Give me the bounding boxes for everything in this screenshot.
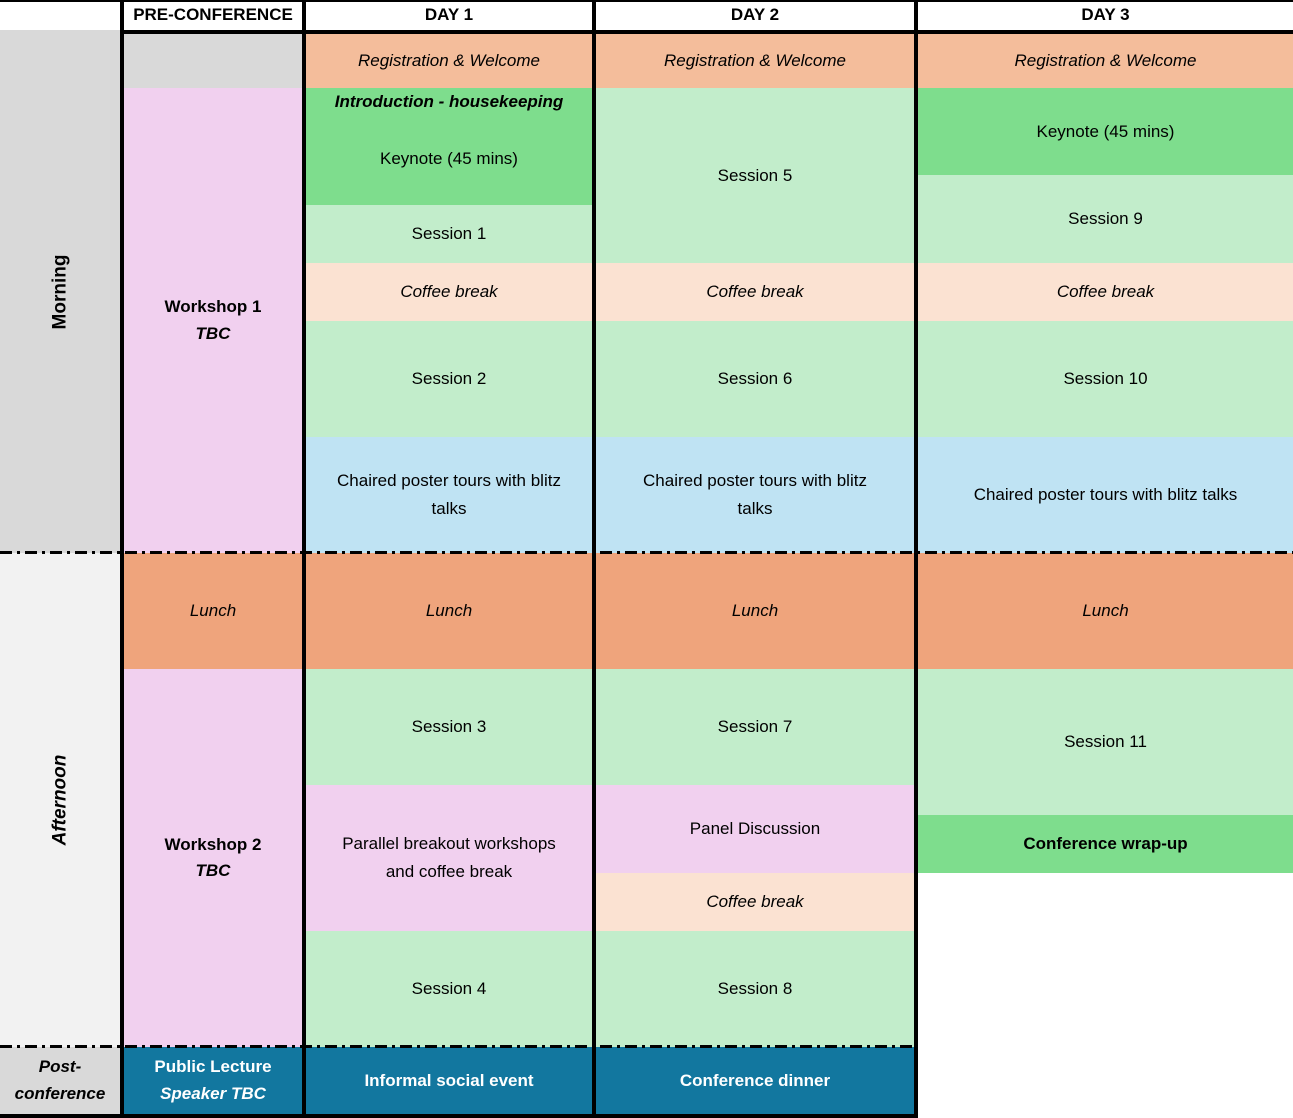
day1-keynote: Keynote (45 mins) <box>380 148 518 168</box>
bottom-border <box>0 1114 120 1118</box>
day2-poster-tours-text: Chaired poster tours with blitz talks <box>643 470 867 518</box>
day2-coffee-break-cell: Coffee break <box>596 263 914 321</box>
day3-empty-area <box>918 873 1293 1118</box>
corner-cell <box>0 0 120 30</box>
public-lecture-title: Public Lecture <box>154 1057 272 1077</box>
day3-keynote-cell: Keynote (45 mins) <box>918 88 1293 175</box>
day3-coffee-break-cell: Coffee break <box>918 263 1293 321</box>
day3-session9-cell: Session 9 <box>918 175 1293 263</box>
header-border <box>124 30 302 34</box>
workshop2-title: Workshop 2 <box>164 834 262 854</box>
pre-workshop1-cell: Workshop 1 TBC <box>124 88 302 553</box>
day1-session4-cell: Session 4 <box>306 931 592 1047</box>
row-label-afternoon: Afternoon <box>48 754 70 846</box>
day3-registration-cell: Registration & Welcome <box>918 34 1293 88</box>
day1-poster-tours-text: Chaired poster tours with blitz talks <box>337 470 561 518</box>
day2-poster-tours-cell: Chaired poster tours with blitz talks <box>596 437 914 553</box>
pre-public-lecture-cell: Public Lecture Speaker TBC <box>124 1047 302 1114</box>
public-lecture-note: Speaker TBC <box>160 1083 266 1103</box>
day3-session11-cell: Session 11 <box>918 669 1293 815</box>
header-border <box>918 30 1293 34</box>
day2-session6-cell: Session 6 <box>596 321 914 437</box>
header-border <box>306 30 592 34</box>
day2-evening-event-cell: Conference dinner <box>596 1047 914 1114</box>
day3-wrap-up-cell: Conference wrap-up <box>918 815 1293 873</box>
day1-parallel-workshops-text: Parallel breakout workshops and coffee b… <box>342 833 556 881</box>
day2-registration-cell: Registration & Welcome <box>596 34 914 88</box>
day1-keynote-cell: Introduction - housekeeping Keynote (45 … <box>306 88 592 205</box>
day1-coffee-break-cell: Coffee break <box>306 263 592 321</box>
row-label-post-line2: conference <box>14 1083 106 1103</box>
row-label-morning: Morning <box>49 254 70 329</box>
workshop1-note: TBC <box>195 323 231 343</box>
day2-session7-cell: Session 7 <box>596 669 914 785</box>
pre-empty-cell <box>124 34 302 88</box>
column-separator-labels-pre <box>120 0 124 1118</box>
day1-session1-cell: Session 1 <box>306 205 592 263</box>
header-day3: DAY 3 <box>918 0 1293 30</box>
header-border <box>596 30 914 34</box>
day3-poster-tours-cell: Chaired poster tours with blitz talks <box>918 437 1293 553</box>
day2-lunch-cell: Lunch <box>596 553 914 669</box>
header-day1: DAY 1 <box>306 0 592 30</box>
day1-registration-cell: Registration & Welcome <box>306 34 592 88</box>
bottom-border <box>124 1114 302 1118</box>
day2-column: DAY 2 Registration & Welcome Session 5 C… <box>596 0 914 1118</box>
pre-conference-column: PRE-CONFERENCE Workshop 1 TBC Lunch Work… <box>124 0 302 1118</box>
table-top-border <box>0 0 1293 2</box>
day1-column: DAY 1 Registration & Welcome Introductio… <box>306 0 592 1118</box>
workshop1-title: Workshop 1 <box>164 297 262 317</box>
day1-evening-event-cell: Informal social event <box>306 1047 592 1114</box>
column-separator-day2-day3 <box>914 0 918 1118</box>
row-label-post-line1: Post- <box>38 1057 82 1077</box>
day1-session3-cell: Session 3 <box>306 669 592 785</box>
day2-coffee-break2-cell: Coffee break <box>596 873 914 931</box>
day3-session10-cell: Session 10 <box>918 321 1293 437</box>
row-labels-column: Morning Afternoon Post- conference <box>0 0 120 1118</box>
day1-introduction: Introduction - housekeeping <box>334 92 564 111</box>
pre-lunch-cell: Lunch <box>124 553 302 669</box>
row-label-post-conference-cell: Post- conference <box>0 1047 120 1114</box>
day1-session2-cell: Session 2 <box>306 321 592 437</box>
day1-parallel-workshops-cell: Parallel breakout workshops and coffee b… <box>306 785 592 931</box>
pre-workshop2-cell: Workshop 2 TBC <box>124 669 302 1047</box>
column-separator-day1-day2 <box>592 0 596 1118</box>
column-separator-pre-day1 <box>302 0 306 1118</box>
day1-lunch-cell: Lunch <box>306 553 592 669</box>
day3-lunch-cell: Lunch <box>918 553 1293 669</box>
workshop2-note: TBC <box>195 861 231 880</box>
row-label-morning-cell: Morning <box>0 30 120 553</box>
bottom-border <box>306 1114 592 1118</box>
day1-poster-tours-cell: Chaired poster tours with blitz talks <box>306 437 592 553</box>
header-pre-conference: PRE-CONFERENCE <box>124 0 302 30</box>
day2-session5-cell: Session 5 <box>596 88 914 263</box>
bottom-border <box>596 1114 914 1118</box>
divider-afternoon-post-conference <box>0 1045 918 1048</box>
header-day2: DAY 2 <box>596 0 914 30</box>
divider-morning-afternoon <box>0 551 1293 554</box>
row-label-afternoon-cell: Afternoon <box>0 553 120 1047</box>
day2-session8-cell: Session 8 <box>596 931 914 1047</box>
day2-panel-discussion-cell: Panel Discussion <box>596 785 914 873</box>
day3-column: DAY 3 Registration & Welcome Keynote (45… <box>918 0 1293 1118</box>
